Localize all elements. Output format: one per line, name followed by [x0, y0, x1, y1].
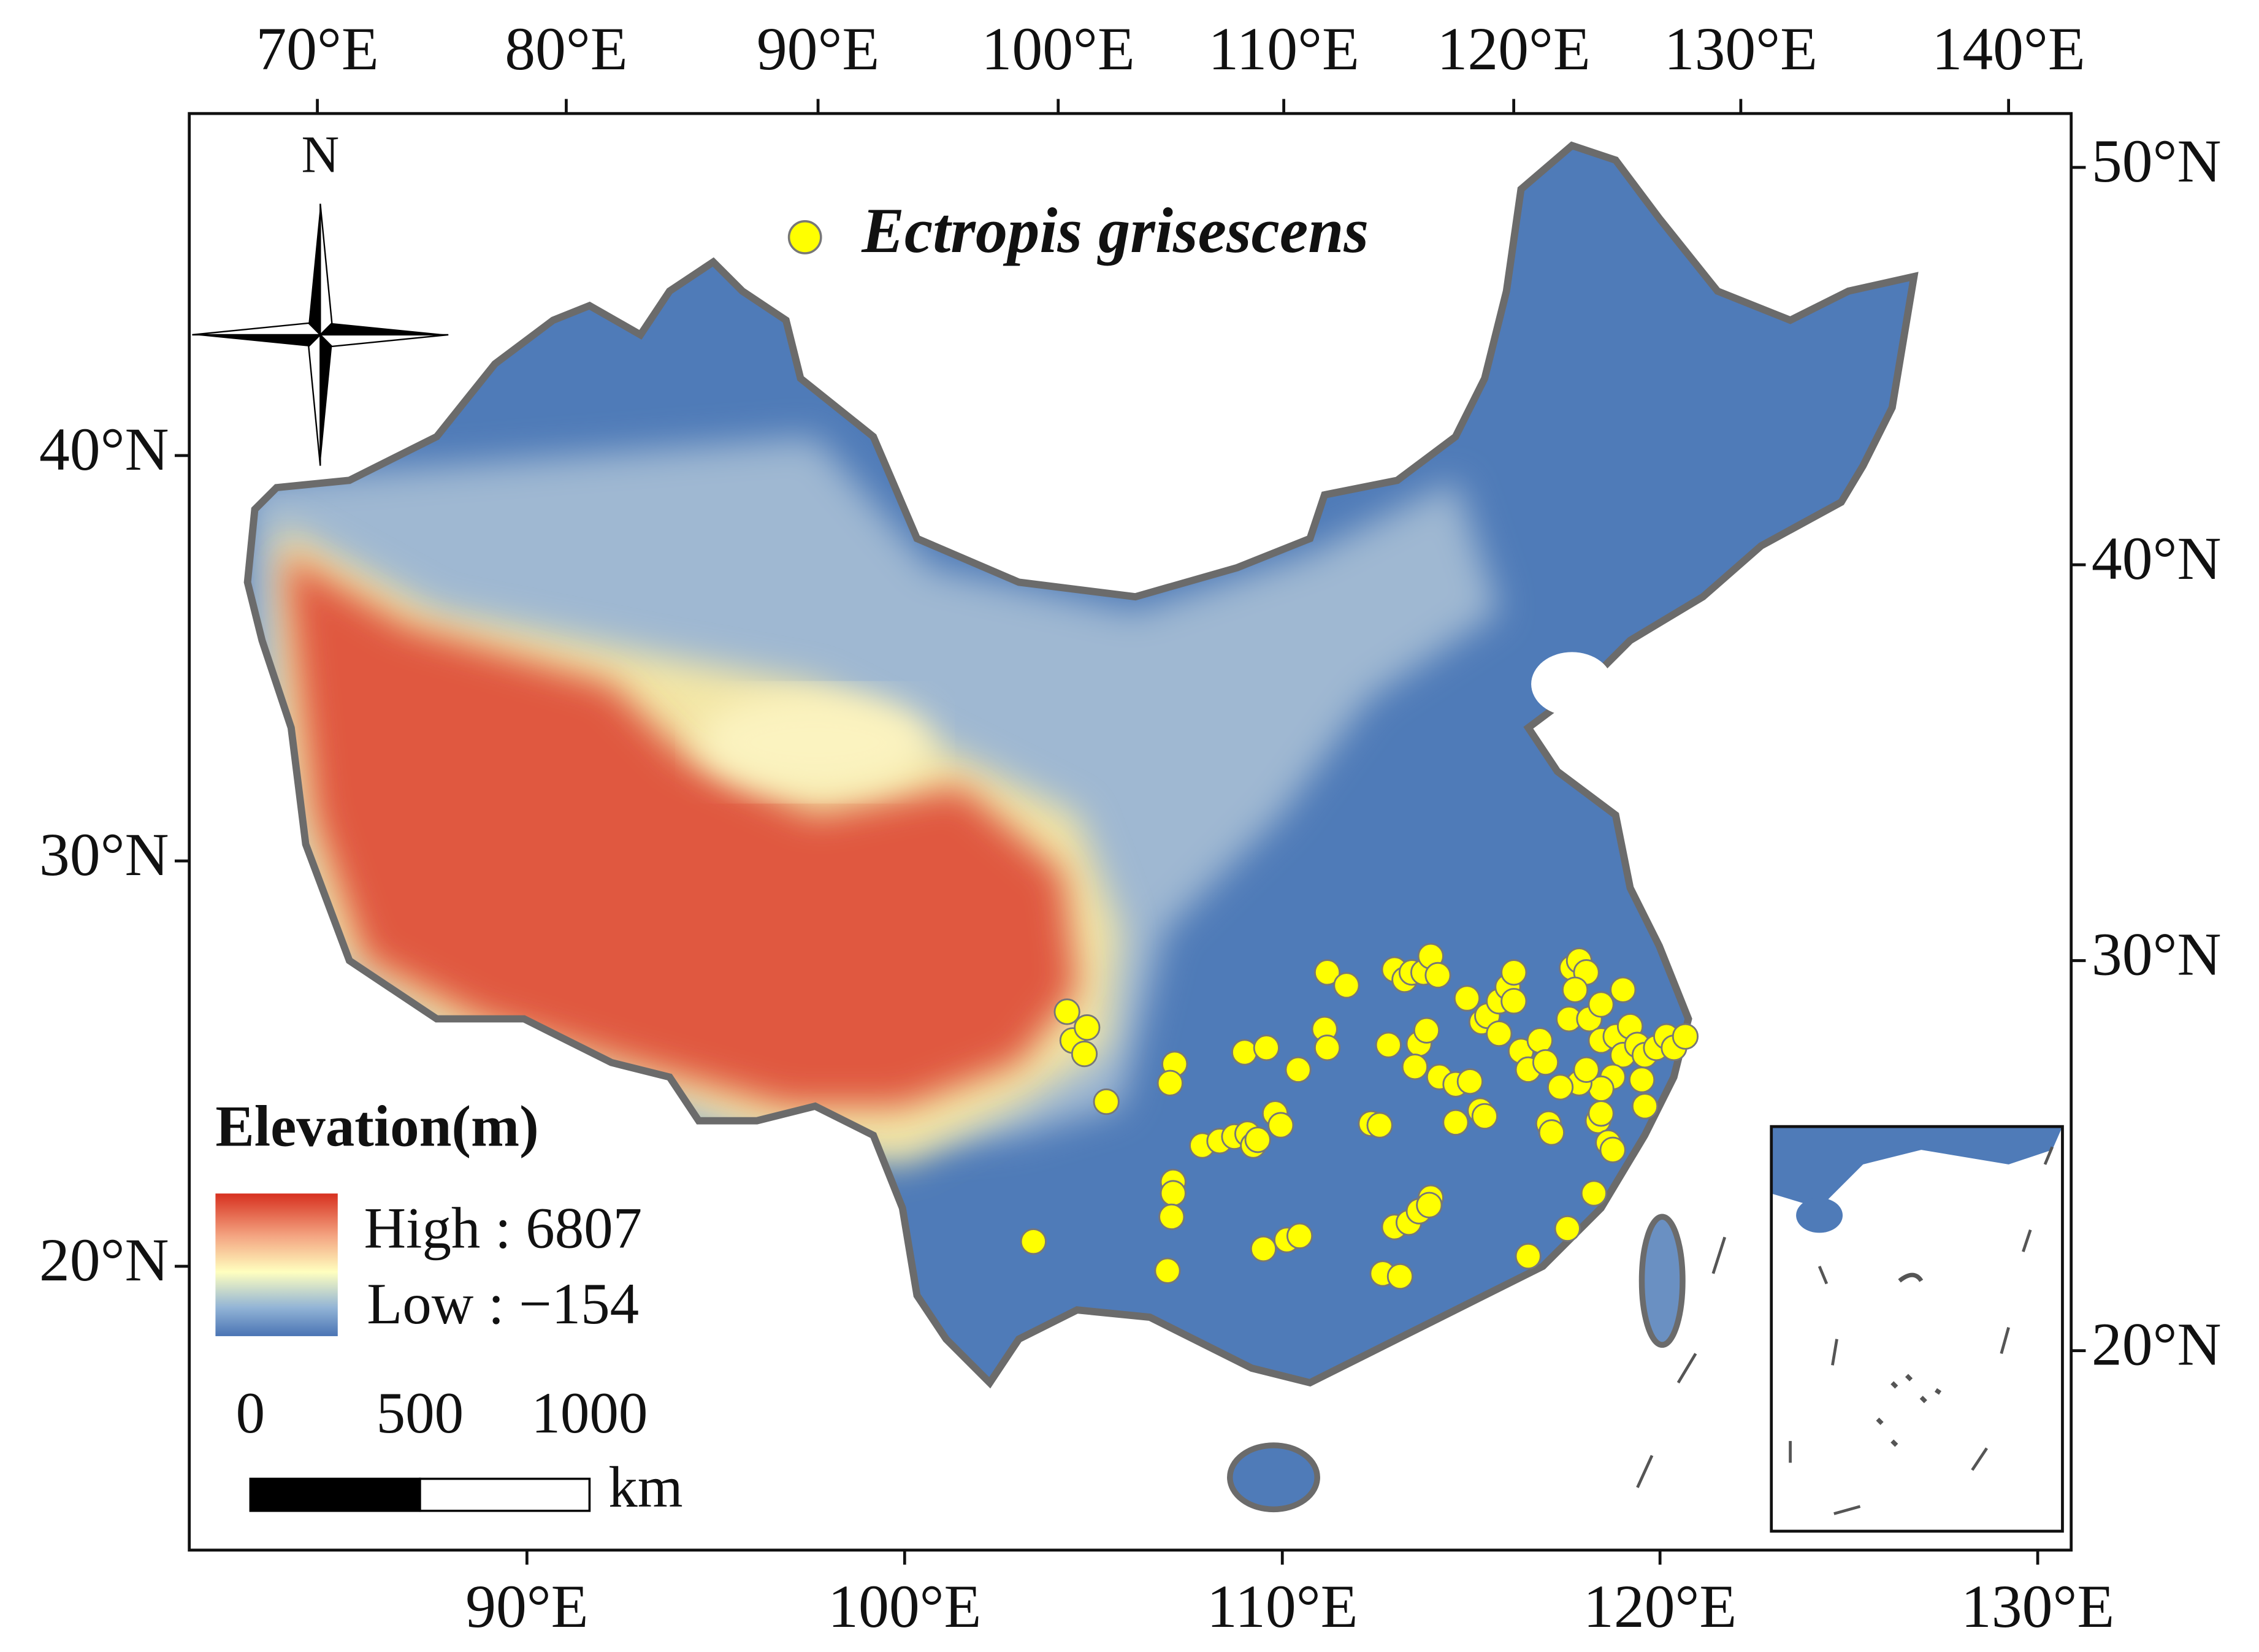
right-tick-label: 30°N	[2092, 920, 2222, 988]
occurrence-point	[1631, 1093, 1659, 1120]
occurrence-point	[1071, 1041, 1098, 1068]
occurrence-point	[1375, 1031, 1402, 1058]
inset-islands	[1876, 1272, 1942, 1447]
taiwan	[1638, 1214, 1686, 1348]
qaidam-basin	[698, 691, 932, 793]
plateau	[283, 553, 1077, 1106]
occurrence-point	[1599, 1136, 1626, 1163]
occurrence-point	[1231, 1039, 1258, 1066]
occurrence-point	[1610, 976, 1637, 1003]
occurrence-point	[1313, 1034, 1341, 1061]
occurrence-point	[1442, 1109, 1469, 1136]
x-tick-label: 110°E	[1207, 1572, 1358, 1640]
occurrence-point	[1526, 1027, 1553, 1054]
north-label: N	[301, 126, 339, 184]
right-tick-label: 20°N	[2092, 1310, 2222, 1379]
x-tick-label: 120°E	[1583, 1572, 1737, 1640]
occurrence-point	[1053, 998, 1080, 1025]
top-tick-label: 90°E	[757, 15, 879, 83]
occurrence-point	[1629, 1066, 1656, 1093]
top-tick-label: 140°E	[1932, 15, 2085, 83]
occurrence-point	[1333, 972, 1360, 999]
compass	[192, 204, 449, 466]
inset-frame	[1770, 1125, 2064, 1533]
occurrence-point	[1386, 1263, 1413, 1290]
legend-species: Ectropis grisescens	[861, 195, 1369, 266]
occurrence-point	[1588, 991, 1615, 1018]
occurrence-point	[1413, 1017, 1440, 1044]
occurrence-point	[1285, 1056, 1312, 1084]
occurrence-point	[1416, 1191, 1443, 1218]
occurrence-point	[1401, 1054, 1429, 1080]
occurrence-point	[1366, 1112, 1393, 1139]
right-tick-label: 40°N	[2092, 524, 2222, 592]
scale-label: 1000	[531, 1380, 648, 1445]
occurrence-point	[1500, 959, 1527, 986]
elevation-low: Low : −154	[367, 1271, 639, 1336]
occurrence-point	[1156, 1069, 1183, 1096]
occurrence-point	[1074, 1014, 1101, 1041]
inset-map	[1771, 1126, 2063, 1515]
x-tick-label: 130°E	[1961, 1572, 2114, 1640]
inset-coast	[1771, 1126, 2063, 1209]
occurrence-point	[1580, 1180, 1607, 1207]
occurrence-point	[1561, 976, 1589, 1003]
occurrence-point	[1500, 988, 1527, 1015]
elevation-colorbar	[215, 1193, 338, 1336]
occurrence-point	[1250, 1235, 1277, 1263]
x-tick-label: 100°E	[828, 1572, 981, 1640]
y-tick-label: 30°N	[39, 820, 169, 889]
hainan	[1227, 1442, 1320, 1513]
scale-segment	[249, 1477, 421, 1512]
occurrence-point	[1313, 959, 1341, 986]
occurrence-point	[1573, 1056, 1600, 1084]
scale-unit: km	[608, 1455, 682, 1520]
elevation-title: Elevation(m)	[215, 1093, 538, 1158]
scale-label: 0	[236, 1380, 265, 1445]
top-tick-label: 80°E	[505, 15, 627, 83]
occurrence-point	[1588, 1100, 1615, 1127]
occurrence-point	[1554, 1215, 1581, 1242]
top-tick-label: 120°E	[1437, 15, 1590, 83]
scale-label: 500	[377, 1380, 464, 1445]
inset-hainan	[1796, 1198, 1843, 1233]
occurrence-point	[1267, 1112, 1294, 1139]
occurrence-point	[1286, 1222, 1313, 1250]
occurrence-point	[1471, 1103, 1498, 1130]
occurrence-point	[1532, 1049, 1559, 1076]
y-tick-label: 40°N	[39, 415, 169, 483]
inset-boundary	[1789, 1146, 2054, 1515]
occurrence-point	[1538, 1119, 1565, 1146]
legend-marker	[787, 220, 822, 254]
right-tick-label: 50°N	[2092, 127, 2222, 195]
top-tick-label: 70°E	[256, 15, 378, 83]
occurrence-point	[1424, 962, 1451, 989]
occurrence-point	[1020, 1228, 1047, 1255]
y-tick-label: 20°N	[39, 1226, 169, 1294]
occurrence-point	[1253, 1034, 1280, 1061]
x-tick-label: 90°E	[465, 1572, 588, 1640]
occurrence-point	[1486, 1020, 1513, 1047]
bohai-sea	[1531, 652, 1613, 716]
occurrence-point	[1093, 1088, 1120, 1115]
occurrence-point	[1672, 1023, 1699, 1050]
occurrence-point	[1456, 1068, 1483, 1095]
top-tick-label: 100°E	[982, 15, 1135, 83]
occurrence-point	[1154, 1257, 1181, 1284]
top-tick-label: 130°E	[1664, 15, 1818, 83]
occurrence-point	[1515, 1242, 1542, 1270]
occurrence-point	[1158, 1203, 1185, 1230]
scale-segment	[419, 1477, 591, 1512]
occurrence-point	[1244, 1126, 1271, 1153]
occurrence-point	[1546, 1074, 1574, 1101]
elevation-high: High : 6807	[364, 1196, 643, 1261]
occurrence-point	[1453, 985, 1481, 1012]
top-tick-label: 110°E	[1208, 15, 1359, 83]
occurrence-point	[1160, 1180, 1187, 1207]
sea-boundary	[1636, 1236, 1727, 1488]
